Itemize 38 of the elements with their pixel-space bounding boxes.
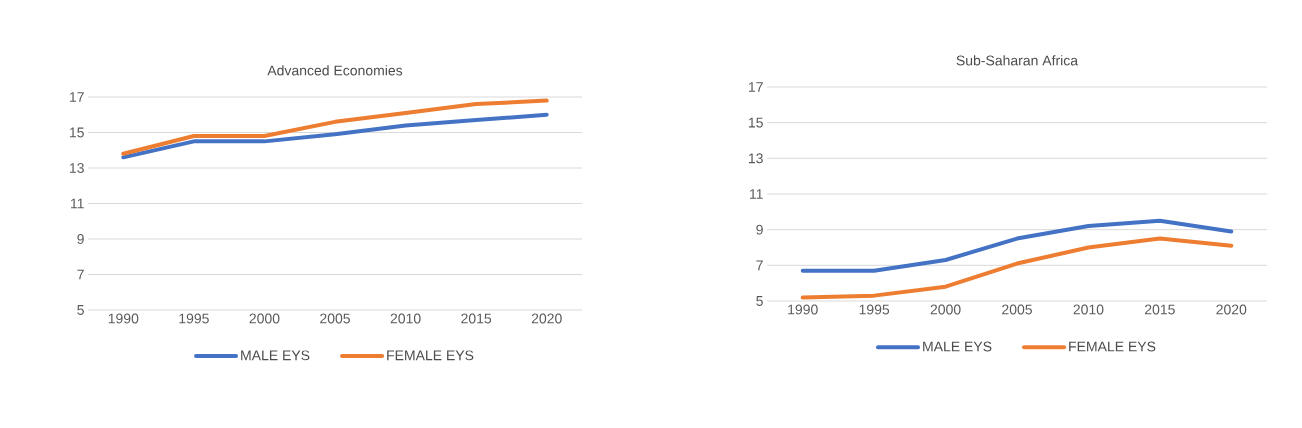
x-tick-label: 2010 bbox=[390, 313, 421, 324]
x-tick-label: 2005 bbox=[320, 313, 350, 324]
legend-label: FEMALE EYS bbox=[387, 350, 474, 361]
chart-title: Advanced Economies bbox=[267, 65, 403, 76]
y-tick-label: 13 bbox=[748, 153, 763, 164]
x-tick-label: 1995 bbox=[179, 313, 209, 324]
y-tick-label: 11 bbox=[750, 189, 763, 199]
x-tick-label: 2020 bbox=[1216, 304, 1247, 315]
y-tick-label: 7 bbox=[77, 269, 84, 280]
line-series bbox=[800, 218, 1234, 273]
legend-label: MALE EYS bbox=[923, 341, 992, 352]
x-tick-label: 2005 bbox=[1002, 304, 1032, 315]
chart-title: Sub-Saharan Africa bbox=[956, 55, 1079, 66]
y-tick-label: 5 bbox=[77, 305, 84, 315]
y-tick-label: 15 bbox=[748, 117, 763, 128]
y-tick-label: 7 bbox=[756, 260, 763, 271]
x-tick-label: 2010 bbox=[1073, 304, 1104, 315]
x-tick-label: 1990 bbox=[108, 313, 139, 324]
legend-label: MALE EYS bbox=[241, 350, 310, 361]
y-tick-label: 13 bbox=[69, 163, 84, 173]
x-tick-label: 2015 bbox=[461, 313, 492, 324]
legend-label: FEMALE EYS bbox=[1069, 341, 1156, 352]
x-tick-label: 1990 bbox=[788, 304, 818, 315]
y-tick-label: 17 bbox=[69, 92, 84, 102]
y-tick-label: 5 bbox=[756, 296, 763, 306]
x-tick-label: 2000 bbox=[930, 304, 961, 315]
line-series bbox=[121, 98, 549, 156]
x-tick-label: 1995 bbox=[859, 304, 890, 315]
y-tick-label: 17 bbox=[748, 82, 763, 92]
y-tick-label: 15 bbox=[69, 127, 84, 138]
x-tick-label: 2020 bbox=[531, 313, 562, 324]
y-tick-label: 9 bbox=[756, 224, 763, 235]
x-tick-label: 2015 bbox=[1144, 304, 1175, 315]
y-tick-label: 11 bbox=[71, 198, 84, 209]
y-tick-label: 9 bbox=[77, 234, 84, 244]
x-tick-label: 2000 bbox=[249, 313, 280, 324]
line-series bbox=[121, 112, 549, 160]
line-series bbox=[800, 236, 1234, 300]
